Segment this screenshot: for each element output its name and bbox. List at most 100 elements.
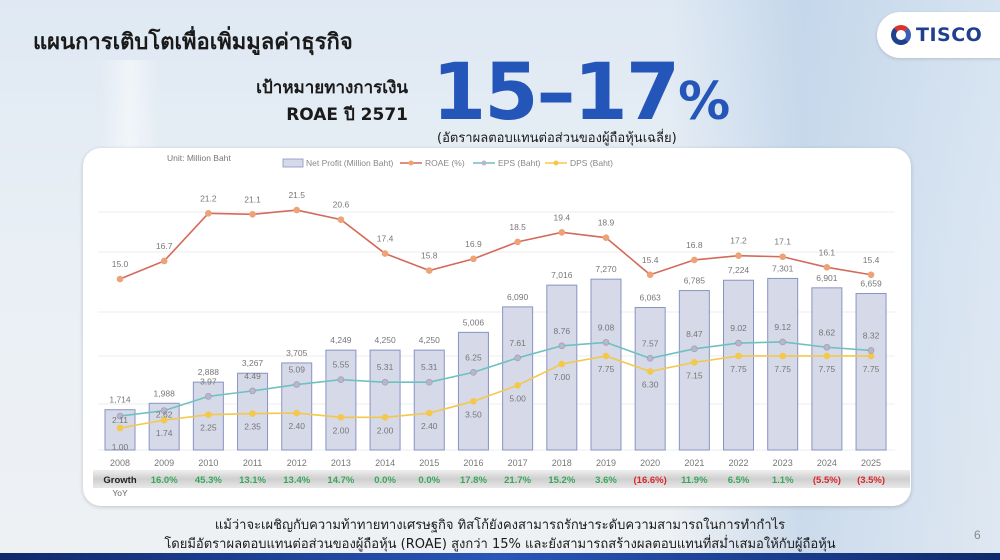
dps-series: 1.00 1.74 2.25 2.35 2.40 2.00 2.00 2.40 3.50 5.00… [112, 352, 880, 452]
dps-point [425, 409, 433, 417]
roae-label: 15.4 [642, 255, 659, 265]
eps-point [425, 378, 433, 386]
eps-point [823, 343, 831, 351]
bar-label: 7,270 [595, 264, 617, 274]
growth-value-2025: (3.5%) [857, 475, 885, 486]
roae-point [337, 216, 345, 223]
roae-label: 18.9 [598, 218, 615, 228]
roae-point [602, 234, 610, 241]
dps-label: 2.25 [200, 423, 217, 433]
x-tick-label: 2024 [817, 458, 837, 468]
dps-label: 3.50 [465, 409, 482, 419]
bar-2011 [237, 372, 269, 451]
dps-label: 7.75 [774, 364, 791, 374]
bar-label: 6,901 [816, 273, 838, 283]
bar-label: 7,016 [551, 270, 573, 280]
eps-point [735, 339, 742, 347]
dps-point [381, 414, 389, 421]
legend-dps: DPS (Baht) [570, 158, 613, 168]
eps-point [337, 376, 345, 383]
growth-value-2018: 15.2% [548, 475, 575, 486]
growth-value-2017: 21.7% [504, 475, 531, 486]
dps-label: 1.00 [112, 442, 129, 452]
x-tick-label: 2012 [287, 458, 307, 468]
dps-label: 6.30 [642, 379, 659, 389]
roae-label: 16.8 [686, 240, 703, 250]
dps-point [249, 410, 256, 417]
bar-label: 3,705 [286, 348, 308, 358]
legend-dps-marker-icon [553, 160, 559, 166]
eps-label: 5.31 [421, 362, 438, 372]
x-tick-label: 2013 [331, 458, 351, 468]
dps-label: 7.75 [598, 364, 615, 374]
eps-line [119, 341, 872, 417]
dps-point [470, 398, 477, 405]
dps-label: 2.35 [244, 422, 261, 432]
dps-point [160, 416, 168, 424]
eps-label: 5.09 [288, 365, 305, 375]
dps-label: 7.75 [863, 364, 880, 374]
bar-label: 4,250 [374, 335, 396, 345]
dps-label: 7.00 [554, 372, 571, 382]
roae-label: 17.4 [377, 234, 394, 244]
roae-point [425, 267, 433, 274]
roae-label: 16.7 [156, 241, 173, 251]
bar-label: 6,659 [860, 279, 882, 289]
roae-point [205, 209, 212, 217]
bar-2021 [678, 290, 710, 451]
eps-label: 5.31 [377, 362, 394, 372]
eps-label: 7.61 [509, 338, 526, 348]
roae-label: 17.2 [730, 236, 747, 246]
x-tick-label: 2025 [861, 458, 881, 468]
chart-legend: Net Profit (Million Baht) ROAE (%) EPS (Ba… [282, 158, 613, 168]
roae-line [119, 209, 872, 280]
legend-roae-marker-icon [408, 160, 414, 166]
x-tick-label: 2009 [154, 458, 174, 468]
x-tick-label: 2018 [552, 458, 572, 468]
eps-point [381, 378, 389, 386]
dps-label: 7.75 [730, 364, 747, 374]
eps-label: 5.55 [333, 360, 350, 370]
roae-label: 19.4 [554, 212, 571, 222]
bar-2016 [457, 331, 489, 451]
bottom-strip [0, 553, 1000, 560]
eps-point [160, 407, 168, 414]
bar-2025 [855, 293, 887, 451]
bar-label: 4,250 [419, 335, 441, 345]
roae-point [735, 252, 742, 259]
dps-point [602, 352, 610, 360]
bar-2013 [325, 349, 357, 451]
eps-label: 8.76 [554, 326, 571, 336]
bar-2023 [767, 277, 799, 451]
bar-2017 [502, 306, 534, 451]
eps-point [249, 387, 256, 395]
roae-label: 20.6 [333, 200, 350, 210]
dps-label: 2.00 [377, 425, 394, 435]
tisco-logo: TISCO [877, 12, 1000, 58]
x-axis: 2008 2009 2010 2011 2012 2013 2014 2015 2016 2017… [110, 458, 881, 468]
growth-value-2014: 0.0% [374, 475, 396, 486]
x-tick-label: 2022 [729, 458, 749, 468]
roae-point [823, 264, 831, 271]
eps-point [205, 393, 212, 400]
x-tick-label: 2015 [419, 458, 439, 468]
bar-label: 6,090 [507, 292, 529, 302]
dps-point [337, 414, 345, 421]
legend-eps-marker-icon [481, 160, 487, 166]
target-subtitle: (อัตราผลตอบแทนต่อส่วนของผู้ถือหุ้นเฉลี่ย… [437, 131, 677, 146]
roae-point [470, 255, 477, 263]
bar-label: 5,006 [463, 317, 485, 327]
x-tick-label: 2021 [684, 458, 704, 468]
bar-2019 [590, 278, 622, 451]
x-tick-label: 2011 [243, 458, 262, 468]
eps-point [514, 354, 521, 362]
eps-label: 4.49 [244, 371, 261, 381]
target-roae-value: 15–17% [432, 54, 730, 132]
roae-label: 18.5 [509, 222, 526, 232]
growth-value-2020: (16.6%) [634, 475, 667, 486]
dps-point [691, 359, 698, 366]
dps-label: 1.74 [156, 428, 173, 438]
eps-label: 9.02 [730, 323, 747, 333]
bar-2012 [281, 362, 313, 451]
dps-label: 2.40 [288, 421, 305, 431]
